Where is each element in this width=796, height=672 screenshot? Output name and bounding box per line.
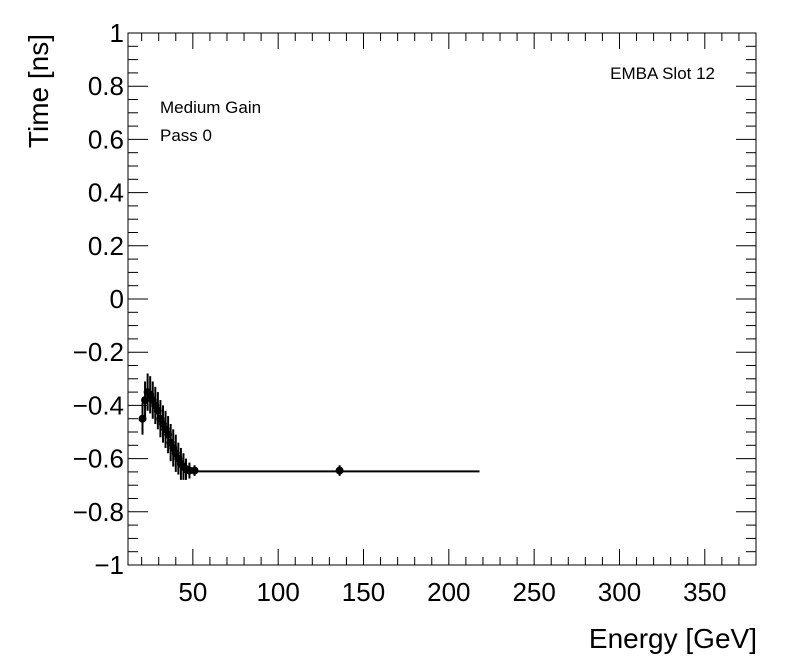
y-tick-label: 0.2 <box>88 231 124 261</box>
y-tick-label: 0.8 <box>88 71 124 101</box>
data-point <box>190 466 199 475</box>
y-tick-label: 0 <box>110 284 124 314</box>
y-tick-label: −0.2 <box>73 337 124 367</box>
tick-marks <box>128 32 756 566</box>
y-tick-label: 0.4 <box>88 178 124 208</box>
x-tick-labels: 50 100 150 200 250 300 350 <box>178 577 726 607</box>
x-tick-label: 300 <box>598 577 641 607</box>
y-tick-label: −0.6 <box>73 444 124 474</box>
x-tick-label: 250 <box>512 577 555 607</box>
y-tick-labels: 1 0.8 0.6 0.4 0.2 0 −0.2 −0.4 −0.6 −0.8 −1 <box>73 18 124 580</box>
data-point <box>335 466 344 475</box>
x-tick-label: 50 <box>178 577 207 607</box>
y-tick-label: −0.8 <box>73 497 124 527</box>
y-axis-title: Time [ns] <box>23 34 54 148</box>
data-series <box>138 373 480 480</box>
y-tick-label: 1 <box>110 18 124 48</box>
x-axis-title: Energy [GeV] <box>589 623 757 654</box>
annotation-pass: Pass 0 <box>160 126 212 145</box>
x-tick-label: 150 <box>342 577 385 607</box>
y-tick-label: −0.4 <box>73 390 124 420</box>
y-tick-label: −1 <box>94 550 124 580</box>
x-tick-label: 350 <box>683 577 726 607</box>
annotation-gain: Medium Gain <box>160 98 261 117</box>
annotation-slot: EMBA Slot 12 <box>610 64 715 83</box>
x-tick-label: 200 <box>427 577 470 607</box>
x-tick-label: 100 <box>256 577 299 607</box>
y-tick-label: 0.6 <box>88 124 124 154</box>
